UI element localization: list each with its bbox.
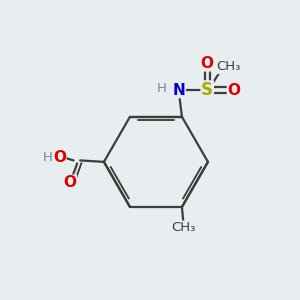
Text: CH₃: CH₃ <box>171 221 196 234</box>
Text: O: O <box>63 175 76 190</box>
Text: O: O <box>227 82 241 98</box>
Text: S: S <box>201 81 213 99</box>
Text: H: H <box>43 151 52 164</box>
Text: H: H <box>157 82 166 95</box>
Text: CH₃: CH₃ <box>216 60 240 74</box>
Text: O: O <box>201 56 214 71</box>
Text: N: N <box>172 82 185 98</box>
Text: O: O <box>53 150 66 165</box>
